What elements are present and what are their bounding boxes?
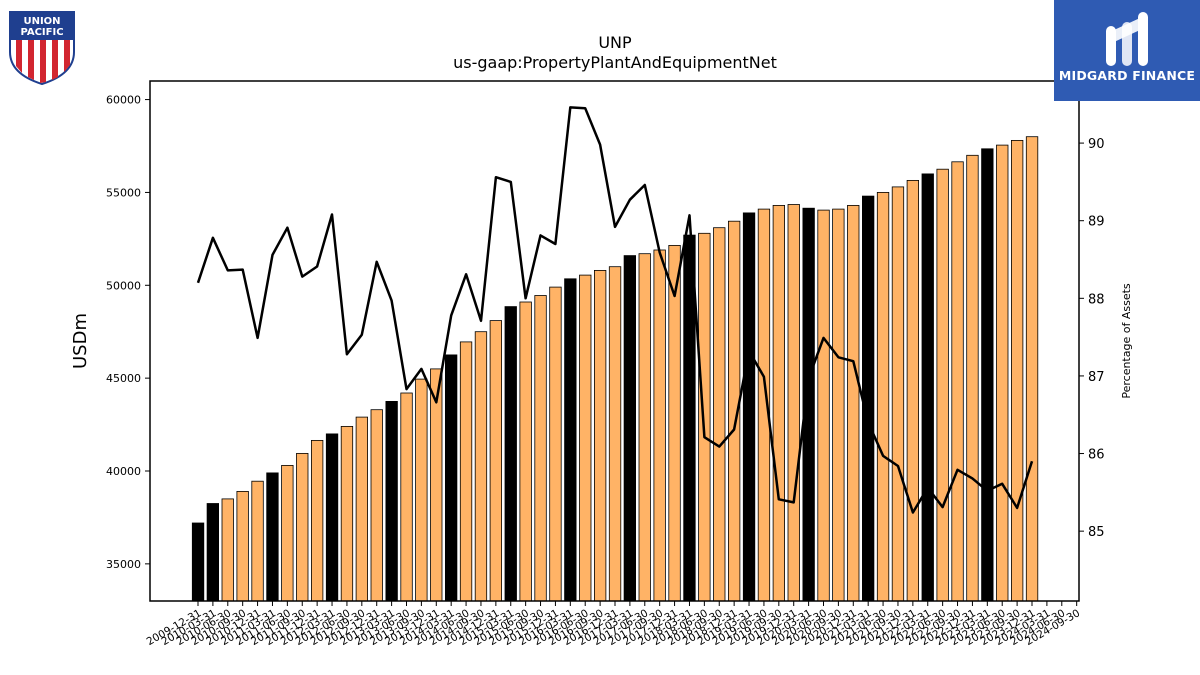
- y-tick-label-3: 50000: [106, 279, 141, 292]
- bar-13: [385, 400, 398, 602]
- bar-28: [608, 266, 622, 602]
- bar-6: [281, 464, 294, 602]
- y-tick-label-5: 60000: [106, 94, 141, 107]
- bars-layer: [191, 136, 1039, 602]
- y2-tick-label-2: 87: [1088, 370, 1105, 385]
- bar-32: [668, 244, 681, 602]
- bar-42: [817, 209, 830, 602]
- midgard-mark-icon: [1106, 12, 1148, 66]
- axes-layer: 35000 40000 45000 50000 55000 60000 85 86 87 88 89…: [106, 94, 1105, 649]
- line-layer: [196, 106, 1034, 514]
- y2-axis-label: Percentage of Assets: [1120, 283, 1133, 399]
- bar-40: [787, 204, 800, 602]
- bar-56: [1025, 136, 1039, 602]
- y2-tick-label-3: 88: [1088, 292, 1105, 307]
- bar-16: [430, 368, 443, 602]
- logo-text-union: UNION: [23, 16, 61, 27]
- bar-37: [742, 212, 756, 602]
- y-tick-label-2: 45000: [106, 372, 141, 385]
- bar-7: [296, 452, 309, 602]
- bar-39: [772, 204, 785, 602]
- bar-25: [564, 278, 577, 602]
- bar-1: [206, 503, 220, 602]
- bar-2: [221, 498, 234, 602]
- midgard-finance-logo: MIDGARD FINANCE: [1054, 0, 1200, 101]
- bar-51: [951, 161, 964, 602]
- bar-3: [236, 490, 249, 602]
- bar-23: [534, 295, 547, 602]
- bar-22: [519, 301, 532, 602]
- bar-45: [862, 195, 875, 602]
- bar-34: [698, 232, 711, 602]
- bar-5: [266, 472, 279, 602]
- bar-54: [996, 144, 1009, 602]
- percentage-line: [196, 106, 1034, 514]
- bar-49: [921, 173, 934, 602]
- chart-subtitle: us-gaap:PropertyPlantAndEquipmentNet: [453, 53, 777, 72]
- bar-4: [251, 480, 264, 602]
- bar-55: [1011, 139, 1024, 602]
- bar-20: [489, 320, 503, 602]
- bar-9: [325, 433, 339, 602]
- bar-15: [415, 378, 428, 602]
- y2-tick-label-5: 90: [1088, 137, 1105, 152]
- bar-44: [847, 204, 860, 602]
- bar-52: [966, 154, 979, 602]
- y-axis-label: USDm: [70, 313, 91, 369]
- y2-tick-label-0: 85: [1088, 525, 1105, 540]
- bar-26: [579, 274, 592, 602]
- bar-14: [400, 392, 413, 602]
- bar-35: [713, 227, 726, 602]
- bar-21: [504, 306, 517, 602]
- bar-19: [474, 331, 488, 602]
- y2-tick-label-1: 86: [1088, 448, 1105, 463]
- chart-title: UNP: [598, 33, 632, 52]
- bar-48: [906, 179, 919, 602]
- bar-24: [549, 286, 562, 602]
- logo-text-pacific: PACIFIC: [20, 27, 64, 38]
- y-tick-label-1: 40000: [106, 465, 141, 478]
- bar-47: [891, 186, 905, 602]
- bar-53: [981, 148, 994, 602]
- bar-10: [340, 425, 354, 602]
- y-tick-label-4: 55000: [106, 186, 141, 199]
- bar-0: [191, 522, 205, 602]
- plot-frame: [149, 80, 1080, 602]
- bar-27: [594, 269, 607, 602]
- bar-30: [638, 253, 651, 602]
- bar-50: [936, 168, 949, 602]
- bar-11: [355, 416, 369, 602]
- bar-12: [370, 409, 383, 602]
- bar-17: [444, 354, 458, 602]
- y2-tick-label-4: 89: [1088, 215, 1105, 230]
- bar-29: [623, 255, 636, 602]
- bar-43: [832, 208, 845, 602]
- union-pacific-logo: UNION PACIFIC: [6, 8, 78, 86]
- bar-31: [653, 249, 666, 602]
- bar-8: [310, 439, 324, 602]
- midgard-logo-text: MIDGARD FINANCE: [1058, 68, 1196, 83]
- bar-18: [459, 341, 473, 602]
- y-tick-label-0: 35000: [106, 558, 141, 571]
- bar-46: [876, 191, 890, 602]
